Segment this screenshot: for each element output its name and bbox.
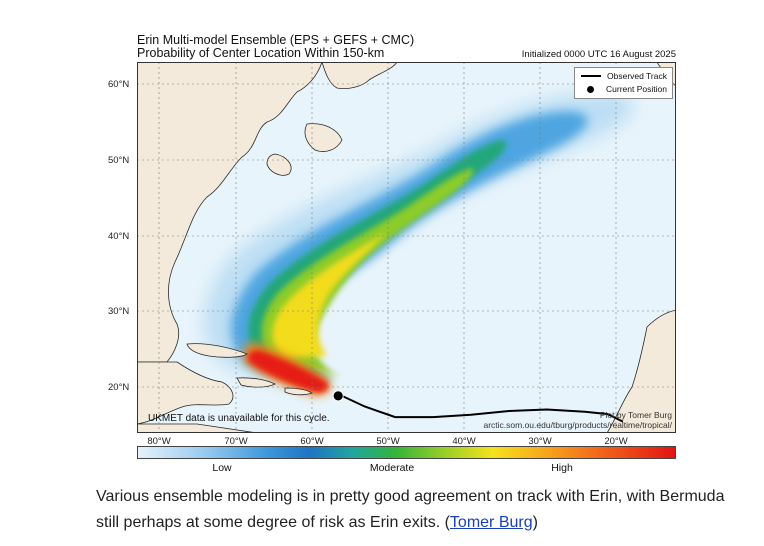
probability-plume xyxy=(204,92,634,396)
lat-label-30: 30°N xyxy=(108,306,130,317)
observed-track-line xyxy=(341,394,624,423)
legend-current-position: Current Position xyxy=(581,84,667,94)
lat-label-40: 40°N xyxy=(108,231,130,242)
caption: Various ensemble modeling is in pretty g… xyxy=(96,484,736,536)
lat-label-60: 60°N xyxy=(108,79,130,90)
source-url: arctic.som.ou.edu/tburg/products/realtim… xyxy=(483,420,672,430)
colorbar-label-low: Low xyxy=(212,462,232,474)
ukmet-note: UKMET data is unavailable for this cycle… xyxy=(148,413,330,424)
current-position-marker xyxy=(332,390,344,402)
source-link[interactable]: Tomer Burg xyxy=(449,514,533,531)
ensemble-figure: Erin Multi-model Ensemble (EPS + GEFS + … xyxy=(108,33,676,474)
colorbar-label-moderate: Moderate xyxy=(369,462,415,474)
lon-label-40: 40°W xyxy=(452,436,476,447)
caption-end: ) xyxy=(532,514,538,531)
track-line-icon xyxy=(581,75,601,77)
dot-icon xyxy=(587,85,594,93)
land xyxy=(137,62,676,433)
graticule xyxy=(137,62,676,433)
caption-text: Various ensemble modeling is in pretty g… xyxy=(96,488,725,531)
colorbar-label-high: High xyxy=(551,462,573,474)
initialized-time: Initialized 0000 UTC 16 August 2025 xyxy=(521,49,676,60)
lon-label-30: 30°W xyxy=(528,436,552,447)
chart-subtitle: Probability of Center Location Within 15… xyxy=(137,46,385,60)
map-legend: Observed Track Current Position xyxy=(574,67,673,99)
lon-label-80: 80°W xyxy=(147,436,171,447)
lon-label-60: 60°W xyxy=(300,436,324,447)
lon-label-20: 20°W xyxy=(604,436,628,447)
chart-title: Erin Multi-model Ensemble (EPS + GEFS + … xyxy=(137,33,415,47)
lat-label-50: 50°N xyxy=(108,155,130,166)
lon-label-70: 70°W xyxy=(224,436,248,447)
plot-credit: Plot by Tomer Burg xyxy=(599,410,672,420)
probability-map xyxy=(137,62,676,433)
lat-label-20: 20°N xyxy=(108,382,130,393)
colorbar xyxy=(137,446,676,459)
lon-label-50: 50°W xyxy=(376,436,400,447)
legend-observed-track: Observed Track xyxy=(581,71,667,81)
